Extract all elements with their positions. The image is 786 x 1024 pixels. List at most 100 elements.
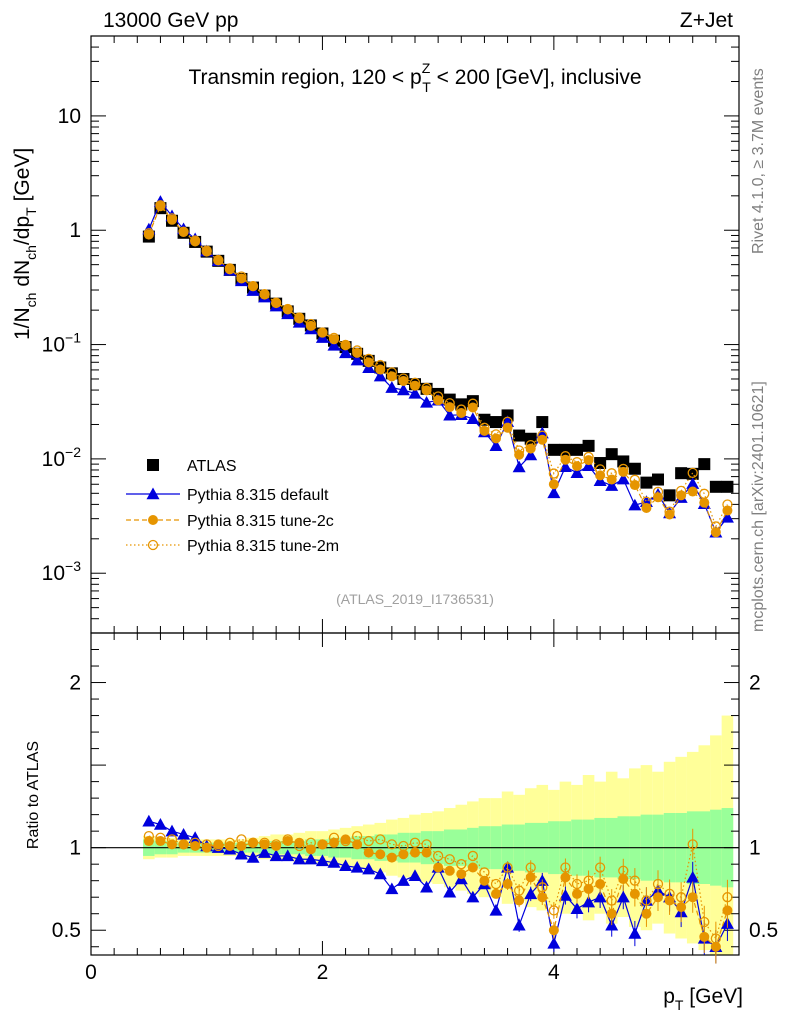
tune2c-main-point [340, 339, 351, 350]
tune2m-main-point [722, 499, 733, 510]
default-ratio-point [234, 847, 248, 860]
default-ratio-point [177, 827, 191, 840]
default-ratio-point [292, 852, 306, 865]
default-ratio-point [570, 902, 584, 914]
xlabel-part-2: [GeV] [683, 985, 743, 1008]
tune2m-main-point [456, 404, 467, 415]
legend-label-tune2c: Pythia 8.315 tune-2c [187, 513, 334, 530]
default-main-point [396, 383, 410, 396]
tune2m-main-point [317, 327, 328, 338]
tune2m-main-point [629, 474, 641, 485]
default-ratio-point [593, 890, 607, 903]
x-axis-label: pT [GeV] [663, 985, 743, 1013]
atlas-point [536, 416, 549, 429]
default-ratio-point [339, 859, 353, 872]
tune2c-ratio-point [491, 888, 501, 899]
tune2m-ratio-point [201, 839, 212, 850]
tune2c-ratio-point [386, 852, 397, 863]
tune2c-ratio-point [421, 847, 432, 858]
tune2m-main-point [155, 200, 166, 211]
tune2m-main-line [148, 204, 728, 528]
default-main-point [350, 353, 364, 366]
tune2m-main-point [699, 488, 710, 499]
tune2m-main-point [166, 213, 178, 224]
tune2m-ratio-point [363, 835, 374, 847]
default-main-point [420, 395, 434, 408]
tune2m-main-point [270, 297, 282, 308]
analysis-watermark: (ATLAS_2019_I1736531) [336, 591, 494, 607]
default-ratio-point [524, 887, 538, 900]
tune2m-ratio-point [641, 895, 652, 906]
default-ratio-point [512, 918, 526, 931]
tune2c-main-point [271, 298, 282, 309]
legend-marker-tune2c [148, 515, 158, 525]
default-main-point [385, 381, 399, 393]
tune2m-main-point [687, 467, 698, 479]
atlas-point [709, 480, 722, 493]
tune2c-ratio-point [398, 849, 409, 860]
tune2c-ratio-point [560, 872, 571, 883]
atlas-point [675, 467, 688, 480]
tune2m-ratio-point [675, 892, 687, 903]
ylabel-part-4: [GeV] [11, 148, 34, 208]
default-main-point [605, 479, 619, 491]
tune2c-ratio-point [687, 892, 698, 903]
legend-marker-atlas [147, 459, 159, 471]
tune2m-ratio-point [351, 830, 363, 842]
tune2m-main-point [432, 391, 444, 402]
tune2m-ratio-point [375, 834, 386, 845]
tune2c-main-point [421, 385, 432, 396]
title-sub: T [422, 79, 431, 95]
tune2c-ratio-point [433, 862, 444, 873]
default-main-point [408, 386, 422, 399]
tune2m-ratio-point [421, 839, 432, 850]
tune2m-ratio-point [236, 834, 247, 845]
tune2c-main-point [629, 480, 640, 491]
tune2m-ratio-point [178, 839, 189, 850]
tune2c-ratio-point [410, 847, 420, 858]
default-ratio-point [362, 862, 376, 875]
tune2m-ratio-point [571, 878, 583, 890]
tune2m-main-point [247, 280, 259, 292]
tune2m-ratio-point [282, 834, 293, 845]
tune2m-ratio-point [247, 837, 259, 848]
main-y-axis-label: 1/Nch dNch/dpT [GeV] [11, 148, 39, 340]
tune2m-ratio-point [652, 878, 664, 890]
tune2m-main-point [641, 496, 652, 507]
atlas-point [582, 439, 595, 452]
default-ratio-point [281, 849, 295, 862]
x-tick-label: 4 [548, 961, 560, 984]
tune2m-main-point [398, 373, 409, 384]
default-ratio-point [315, 854, 329, 867]
tune2m-main-point [606, 468, 617, 479]
ratio-y-tick-label-right: 2 [749, 672, 761, 695]
tune2m-main-point [294, 313, 305, 324]
legend-label-tune2m: Pythia 8.315 tune-2m [187, 538, 339, 555]
tune2m-ratio-point [317, 839, 328, 850]
atlas-point [628, 462, 641, 475]
tune2c-ratio-point [572, 888, 582, 899]
title-part-b: < 200 [GeV], inclusive [431, 66, 642, 89]
tune2m-main-point [537, 430, 548, 441]
legend-marker-default [146, 487, 160, 500]
x-tick-label: 0 [85, 961, 97, 984]
tune2m-ratio-point [710, 933, 722, 944]
tune2c-ratio-point [525, 872, 536, 883]
default-main-point [373, 369, 387, 382]
default-ratio-point [628, 927, 642, 939]
tune2m-main-point [189, 235, 201, 246]
tune2c-main-point [618, 466, 629, 477]
tune2m-ratio-point [699, 916, 710, 928]
tune2c-main-point [653, 492, 663, 503]
data-series [142, 195, 734, 964]
tune2m-main-point [664, 506, 675, 517]
tune2m-ratio-point [155, 832, 166, 843]
atlas-point [721, 480, 734, 493]
tune2c-ratio-point [352, 839, 363, 850]
tune2c-ratio-point [514, 895, 525, 906]
default-ratio-point [616, 890, 630, 903]
tune2m-ratio-point [143, 830, 155, 842]
default-ratio-point [420, 880, 434, 893]
main-y-tick-label: 10−3 [42, 558, 82, 585]
tune2m-ratio-point [398, 840, 409, 852]
